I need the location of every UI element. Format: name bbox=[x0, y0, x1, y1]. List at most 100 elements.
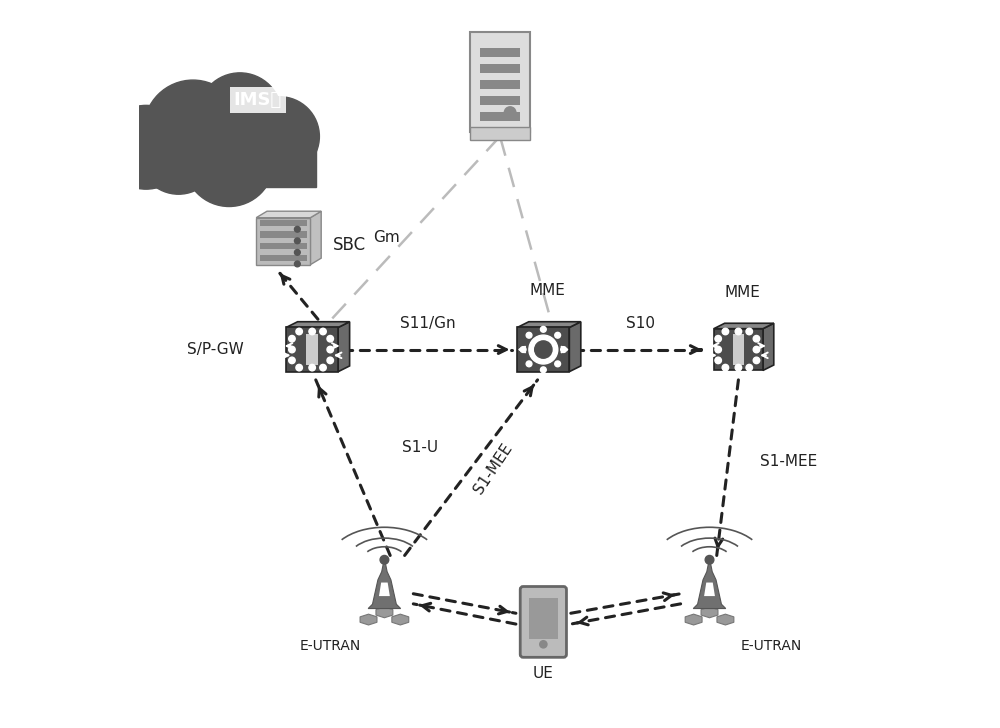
Circle shape bbox=[309, 364, 315, 371]
Circle shape bbox=[535, 341, 552, 358]
Text: E-UTRAN: E-UTRAN bbox=[300, 638, 361, 652]
Polygon shape bbox=[685, 614, 702, 625]
FancyBboxPatch shape bbox=[480, 64, 520, 73]
Circle shape bbox=[705, 555, 714, 564]
Circle shape bbox=[380, 555, 389, 564]
Text: MME: MME bbox=[724, 285, 760, 301]
FancyBboxPatch shape bbox=[480, 112, 520, 121]
Circle shape bbox=[561, 347, 566, 352]
Circle shape bbox=[735, 364, 742, 371]
Polygon shape bbox=[376, 607, 393, 618]
Text: UE: UE bbox=[533, 666, 554, 681]
Circle shape bbox=[309, 328, 315, 335]
Circle shape bbox=[526, 333, 532, 338]
Polygon shape bbox=[517, 322, 581, 328]
FancyBboxPatch shape bbox=[529, 598, 558, 638]
Circle shape bbox=[540, 367, 546, 373]
Circle shape bbox=[294, 226, 300, 232]
Circle shape bbox=[139, 115, 218, 194]
Text: S11/Gn: S11/Gn bbox=[400, 317, 456, 331]
Circle shape bbox=[715, 357, 721, 364]
Circle shape bbox=[294, 238, 300, 244]
Text: Gm: Gm bbox=[374, 230, 400, 245]
Circle shape bbox=[327, 336, 333, 342]
Polygon shape bbox=[517, 328, 569, 372]
Text: S1-U: S1-U bbox=[402, 440, 439, 454]
Circle shape bbox=[296, 364, 302, 371]
FancyBboxPatch shape bbox=[260, 232, 307, 238]
Polygon shape bbox=[701, 607, 718, 618]
FancyBboxPatch shape bbox=[480, 96, 520, 105]
Circle shape bbox=[320, 364, 326, 371]
Polygon shape bbox=[286, 328, 338, 372]
Polygon shape bbox=[714, 323, 774, 328]
Circle shape bbox=[753, 347, 760, 353]
Circle shape bbox=[294, 250, 300, 256]
Circle shape bbox=[320, 328, 326, 335]
FancyBboxPatch shape bbox=[260, 220, 307, 226]
Circle shape bbox=[529, 335, 558, 364]
Circle shape bbox=[753, 357, 760, 364]
Text: S/P-GW: S/P-GW bbox=[187, 342, 244, 357]
Polygon shape bbox=[256, 211, 321, 218]
Circle shape bbox=[296, 328, 302, 335]
Circle shape bbox=[198, 73, 282, 157]
FancyBboxPatch shape bbox=[520, 587, 566, 657]
Circle shape bbox=[555, 361, 561, 367]
Circle shape bbox=[722, 364, 729, 371]
FancyBboxPatch shape bbox=[480, 48, 520, 57]
Polygon shape bbox=[717, 614, 734, 625]
FancyBboxPatch shape bbox=[260, 243, 307, 250]
FancyBboxPatch shape bbox=[480, 80, 520, 89]
Polygon shape bbox=[310, 211, 321, 265]
Text: MME: MME bbox=[529, 282, 565, 298]
Circle shape bbox=[753, 336, 760, 342]
Polygon shape bbox=[693, 558, 726, 609]
FancyBboxPatch shape bbox=[306, 333, 318, 365]
Circle shape bbox=[539, 640, 548, 649]
Polygon shape bbox=[338, 322, 350, 372]
Circle shape bbox=[735, 328, 742, 335]
Circle shape bbox=[240, 97, 319, 176]
Circle shape bbox=[184, 117, 274, 207]
Circle shape bbox=[327, 347, 333, 353]
Polygon shape bbox=[379, 582, 390, 596]
Text: S1-MEE: S1-MEE bbox=[471, 440, 515, 496]
Circle shape bbox=[144, 80, 242, 178]
Circle shape bbox=[294, 261, 300, 267]
Circle shape bbox=[327, 357, 333, 364]
Circle shape bbox=[520, 347, 526, 352]
Polygon shape bbox=[714, 328, 763, 371]
Circle shape bbox=[715, 347, 721, 353]
Circle shape bbox=[289, 357, 295, 364]
Text: SBC: SBC bbox=[332, 236, 366, 254]
FancyBboxPatch shape bbox=[470, 127, 530, 140]
Circle shape bbox=[722, 328, 729, 335]
Polygon shape bbox=[286, 322, 350, 328]
Text: E-UTRAN: E-UTRAN bbox=[740, 638, 802, 652]
Text: IMS网: IMS网 bbox=[234, 91, 282, 109]
FancyBboxPatch shape bbox=[260, 255, 307, 261]
FancyBboxPatch shape bbox=[733, 333, 744, 365]
Polygon shape bbox=[256, 218, 310, 265]
Circle shape bbox=[746, 364, 752, 371]
Circle shape bbox=[555, 333, 561, 338]
FancyBboxPatch shape bbox=[121, 143, 316, 187]
Circle shape bbox=[104, 106, 188, 189]
FancyBboxPatch shape bbox=[470, 33, 530, 132]
Circle shape bbox=[289, 347, 295, 353]
Polygon shape bbox=[368, 558, 401, 609]
Polygon shape bbox=[360, 614, 377, 625]
Polygon shape bbox=[569, 322, 581, 372]
Polygon shape bbox=[704, 582, 715, 596]
Circle shape bbox=[526, 361, 532, 367]
Polygon shape bbox=[392, 614, 409, 625]
Text: S1-MEE: S1-MEE bbox=[760, 454, 817, 469]
Circle shape bbox=[540, 326, 546, 332]
Polygon shape bbox=[763, 323, 774, 371]
Circle shape bbox=[746, 328, 752, 335]
Circle shape bbox=[289, 336, 295, 342]
Circle shape bbox=[715, 336, 721, 342]
Circle shape bbox=[504, 106, 517, 119]
Text: S10: S10 bbox=[626, 317, 655, 331]
